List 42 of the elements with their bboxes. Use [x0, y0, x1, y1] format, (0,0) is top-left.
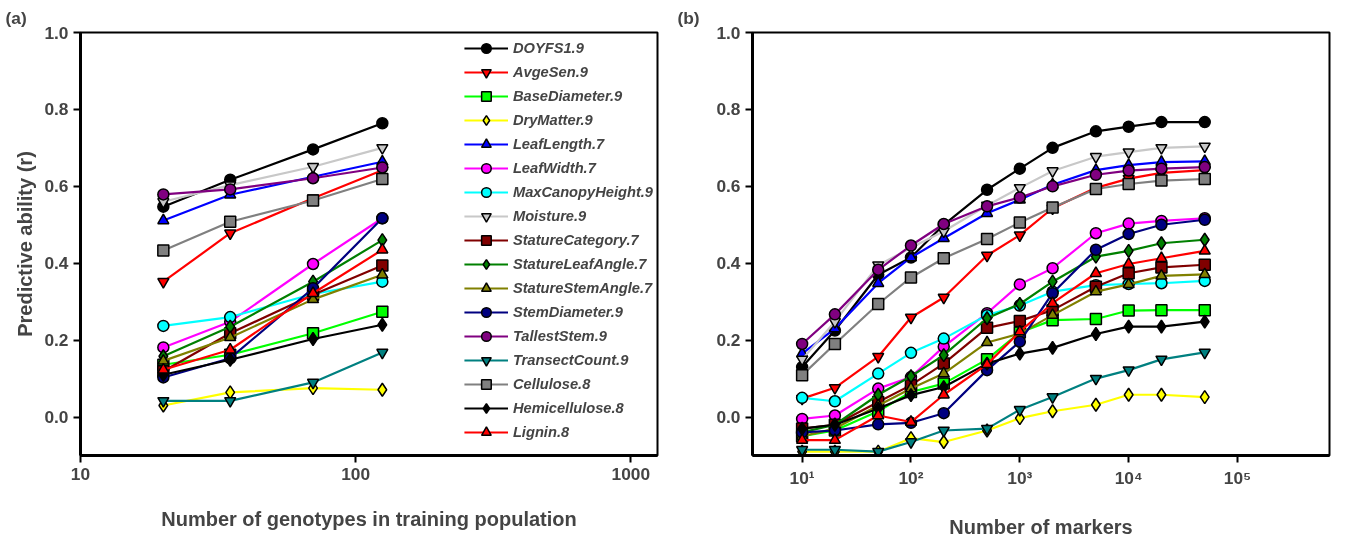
x-tick-label: 10⁵ [1223, 467, 1252, 488]
x-axis-title: Number of genotypes in training population [161, 507, 577, 530]
legend-label: DOYFS1.9 [512, 39, 584, 58]
y-tick-label: 0.0 [716, 407, 741, 428]
legend-label: StatureCategory.7 [512, 231, 639, 250]
y-tick-label: 0.6 [44, 176, 69, 197]
x-axis-title: Number of markers [949, 515, 1133, 538]
y-tick-label: 0.4 [44, 253, 69, 274]
y-tick-label: 0.8 [716, 99, 741, 120]
legend-label: Hemicellulose.8 [512, 399, 624, 418]
legend-label: MaxCanopyHeight.9 [512, 183, 653, 202]
x-tick-label: 1000 [611, 463, 651, 484]
y-tick-label: 0.2 [44, 330, 69, 351]
legend-label: Cellulose.8 [512, 375, 591, 394]
legend-label: TransectCount.9 [512, 351, 629, 370]
x-tick-label: 10³ [1007, 467, 1033, 488]
legend-label: TallestStem.9 [512, 327, 607, 346]
legend-label: Moisture.9 [512, 207, 587, 226]
legend-label: LeafWidth.7 [512, 159, 596, 178]
legend-label: StatureStemAngle.7 [512, 279, 653, 298]
x-tick-label: 10 [70, 463, 91, 484]
legend-label: LeafLength.7 [512, 135, 605, 154]
x-tick-label: 10⁴ [1114, 467, 1143, 488]
legend-label: DryMatter.9 [512, 111, 593, 130]
chart-title: (a) [5, 7, 27, 28]
y-tick-label: 0.6 [716, 176, 741, 197]
legend-label: AvgeSen.9 [512, 63, 588, 82]
x-tick-label: 10² [898, 467, 924, 488]
y-tick-label: 1.0 [44, 22, 69, 43]
x-tick-label: 10¹ [789, 467, 815, 488]
legend-label: StatureLeafAngle.7 [512, 255, 647, 274]
legend-label: BaseDiameter.9 [512, 87, 623, 106]
y-axis-title: Predictive ability (r) [14, 151, 37, 337]
y-tick-label: 0.0 [44, 407, 69, 428]
y-tick-label: 1.0 [716, 22, 741, 43]
chart-title: (b) [677, 7, 700, 28]
legend-label: Lignin.8 [512, 423, 570, 442]
y-tick-label: 0.2 [716, 330, 741, 351]
y-tick-label: 0.4 [716, 253, 741, 274]
y-tick-label: 0.8 [44, 99, 69, 120]
x-tick-label: 100 [341, 463, 371, 484]
legend-label: StemDiameter.9 [512, 303, 623, 322]
